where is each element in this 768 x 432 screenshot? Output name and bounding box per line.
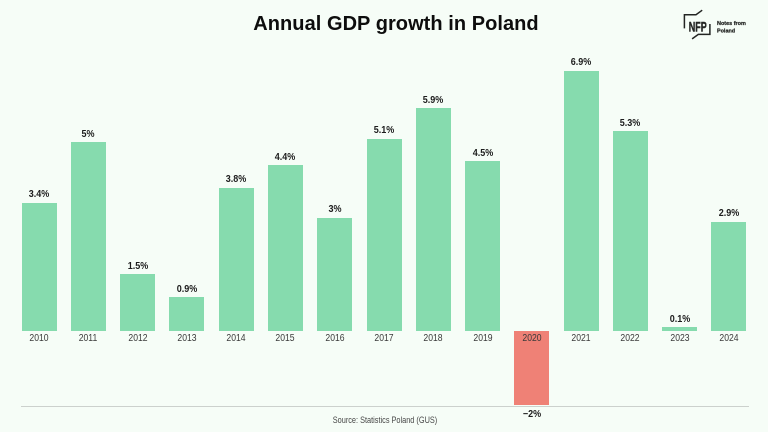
svg-text:Notes from: Notes from [717,21,746,27]
svg-text:NFP: NFP [689,19,707,35]
svg-text:Poland: Poland [717,28,735,34]
